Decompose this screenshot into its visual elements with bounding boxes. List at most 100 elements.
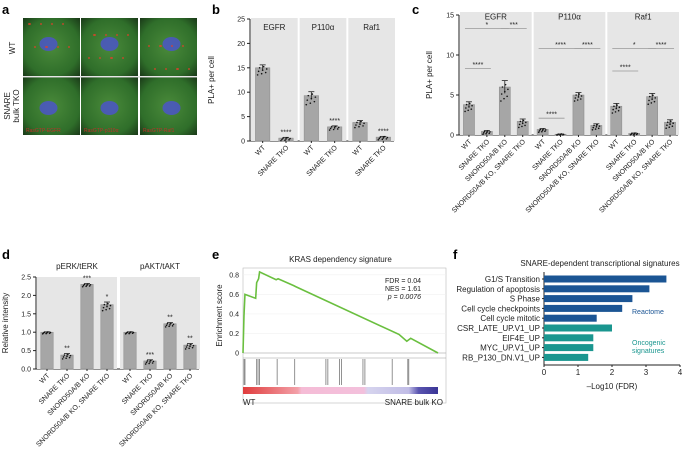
pla-dot <box>122 57 124 59</box>
data-point <box>385 138 388 140</box>
chart-title: SNARE-dependent transcriptional signatur… <box>520 259 679 268</box>
x-tick-label: 0 <box>542 368 547 377</box>
data-point <box>592 126 595 129</box>
data-point <box>336 128 339 130</box>
bar <box>463 104 475 136</box>
bar <box>123 331 137 370</box>
data-point <box>309 102 312 104</box>
right-label: SNARE bulk KO <box>385 398 443 407</box>
significance-label: *** <box>510 22 518 29</box>
data-point <box>537 131 540 133</box>
facet-title: EGFR <box>485 13 507 22</box>
data-point <box>557 133 560 135</box>
facet-title: P110α <box>312 23 335 32</box>
data-point <box>171 325 174 327</box>
facet-background <box>348 18 395 141</box>
data-point <box>503 97 505 100</box>
data-point <box>61 358 64 360</box>
data-point <box>598 125 601 127</box>
data-point <box>144 363 147 365</box>
enrichment-line <box>242 270 439 354</box>
data-point <box>86 284 88 286</box>
bar <box>544 314 597 322</box>
data-point <box>575 94 577 96</box>
significance-stars: **** <box>329 118 340 125</box>
facet-title: Raf1 <box>363 23 380 32</box>
data-point <box>636 132 639 135</box>
nucleus <box>39 37 58 51</box>
data-point <box>81 285 84 288</box>
chart-e: KRAS dependency signature Enrichment scor… <box>215 255 447 407</box>
data-point <box>164 326 167 328</box>
data-point <box>377 138 380 141</box>
bar <box>255 67 271 142</box>
data-point <box>314 96 317 98</box>
data-point <box>666 124 668 126</box>
data-point <box>614 111 617 113</box>
significance-stars: ** <box>187 336 193 343</box>
x-tick-label: SNORD50A/B KO, SNARE TKO <box>451 138 527 214</box>
y-tick-label: 20 <box>237 41 245 48</box>
data-point <box>467 109 469 112</box>
data-point <box>286 136 288 139</box>
y-tick-label: 10 <box>237 90 245 97</box>
data-point <box>257 70 260 73</box>
data-point <box>289 137 291 140</box>
y-tick-label: 0.2 <box>229 331 239 338</box>
pla-dot <box>88 57 90 59</box>
data-point <box>524 124 526 127</box>
panel-label-c: c <box>412 2 419 17</box>
significance-label: * <box>633 42 636 49</box>
data-point <box>541 130 543 133</box>
data-point <box>381 138 384 141</box>
category-label: G1/S Transition <box>485 275 540 284</box>
y-axis-label: PLA+ per cell <box>425 51 434 99</box>
category-label: Cell cycle mitotic <box>480 314 540 323</box>
data-point <box>672 122 674 124</box>
data-point <box>613 105 615 107</box>
data-point <box>89 283 92 286</box>
y-axis-label: Relative intensity <box>1 293 10 353</box>
bar <box>610 105 623 136</box>
y-tick-label: 5 <box>450 93 454 100</box>
data-point <box>192 344 195 347</box>
data-point <box>189 345 191 348</box>
data-point <box>379 136 382 138</box>
data-point <box>145 361 148 364</box>
category-label: S Phase <box>510 295 541 304</box>
data-point <box>306 99 309 101</box>
bar <box>544 353 589 361</box>
significance-stars: ** <box>167 315 173 322</box>
pla-dot <box>127 34 129 36</box>
data-point <box>541 129 544 132</box>
data-point <box>63 354 66 356</box>
data-point <box>591 129 594 131</box>
data-point <box>186 344 189 346</box>
x-axis-label: –Log10 (FDR) <box>587 382 638 391</box>
nucleus <box>100 37 119 51</box>
data-point <box>288 139 290 141</box>
nucleus <box>39 101 58 115</box>
data-point <box>576 99 579 101</box>
data-point <box>488 132 491 135</box>
data-point <box>148 362 150 365</box>
y-tick-label: 0.0 <box>21 367 31 374</box>
data-point <box>328 129 331 131</box>
data-point <box>261 69 264 71</box>
nucleus <box>100 101 119 115</box>
x-tick-label: WT <box>608 138 621 151</box>
pla-dot <box>57 46 59 48</box>
data-point <box>578 93 581 95</box>
y-tick-label: 0 <box>235 351 239 358</box>
data-point <box>47 331 49 333</box>
stat-label: p = 0.0076 <box>387 294 421 301</box>
data-point <box>654 97 657 99</box>
x-tick-label: WT <box>254 144 267 157</box>
y-tick-label: 0.8 <box>229 272 239 279</box>
data-point <box>382 137 385 139</box>
x-tick-label: SNORD50A/B KO, SNARE TKO <box>118 372 194 448</box>
panel-label-f: f <box>453 247 458 262</box>
y-axis-label: PLA+ per cell <box>207 56 216 104</box>
panel-label-d: d <box>2 247 10 262</box>
pla-dot <box>99 57 101 59</box>
